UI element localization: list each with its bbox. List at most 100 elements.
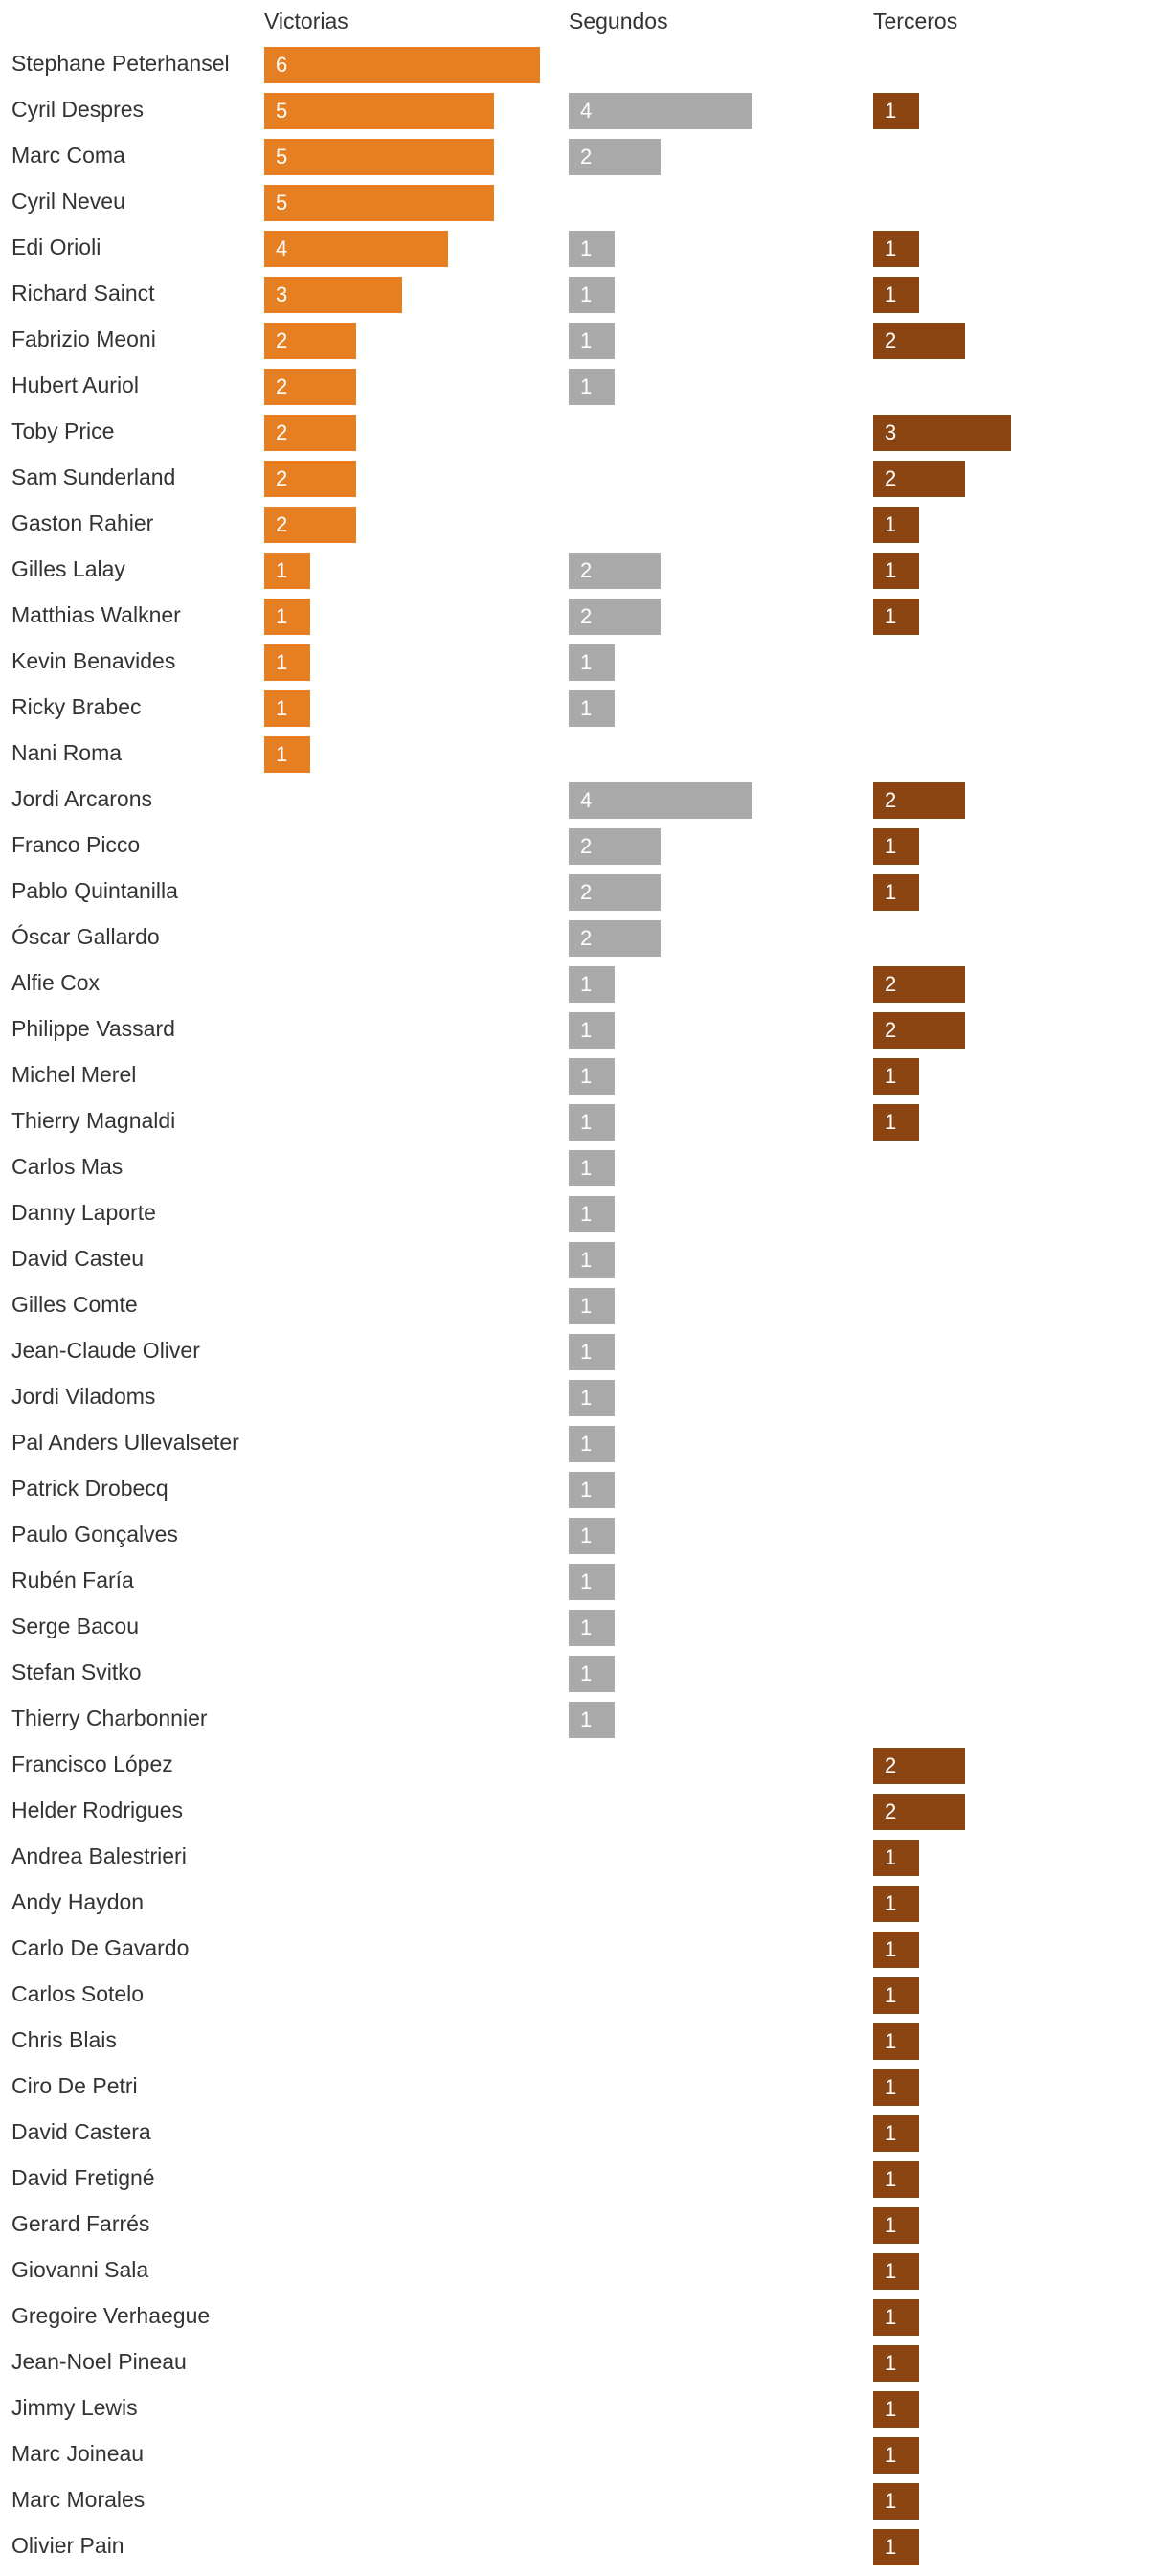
bar-value-label: 1 — [276, 742, 287, 766]
bar-value-label: 1 — [276, 558, 287, 582]
rider-name: Carlos Mas — [11, 1154, 123, 1179]
bar-value-label: 1 — [276, 604, 287, 628]
bar-segundos — [569, 828, 661, 865]
rider-name: Francisco López — [11, 1751, 173, 1776]
bar-segundos — [569, 1012, 615, 1049]
bar-value-label: 1 — [580, 1478, 592, 1502]
bar-value-label: 1 — [580, 1202, 592, 1226]
bar-segundos — [569, 1426, 615, 1462]
rider-name: Andrea Balestrieri — [11, 1843, 187, 1868]
rider-name: Ricky Brabec — [11, 694, 141, 719]
bar-terceros — [873, 782, 965, 819]
bar-terceros — [873, 553, 919, 589]
bar-victorias — [264, 736, 310, 773]
rider-name: Marc Coma — [11, 143, 125, 168]
rider-name: Patrick Drobecq — [11, 1476, 168, 1501]
bar-terceros — [873, 2207, 919, 2244]
rider-name: Hubert Auriol — [11, 373, 139, 397]
rider-name: Jordi Arcarons — [11, 786, 152, 811]
bar-value-label: 1 — [580, 282, 592, 306]
bar-value-label: 1 — [885, 2167, 896, 2191]
bar-victorias — [264, 139, 494, 175]
bar-segundos — [569, 1610, 615, 1646]
bar-victorias — [264, 277, 402, 313]
bar-terceros — [873, 507, 919, 543]
rider-name: Danny Laporte — [11, 1200, 156, 1225]
bar-segundos — [569, 1334, 615, 1370]
bar-value-label: 1 — [580, 1018, 592, 1042]
rider-name: Carlo De Gavardo — [11, 1935, 189, 1960]
bar-terceros — [873, 2391, 919, 2428]
bar-value-label: 5 — [276, 191, 287, 215]
rider-name: Jordi Viladoms — [11, 1384, 155, 1409]
rider-name: Gregoire Verhaegue — [11, 2303, 210, 2328]
bar-terceros — [873, 461, 965, 497]
rider-name: Toby Price — [11, 418, 114, 443]
bar-segundos — [569, 1472, 615, 1508]
rider-name: Olivier Pain — [11, 2533, 124, 2558]
bar-value-label: 1 — [580, 696, 592, 720]
bar-value-label: 1 — [580, 1570, 592, 1593]
bar-terceros — [873, 2115, 919, 2152]
rider-name: Pablo Quintanilla — [11, 878, 178, 903]
bar-value-label: 2 — [276, 374, 287, 398]
rider-name: Óscar Gallardo — [11, 924, 160, 949]
bar-terceros — [873, 2483, 919, 2520]
bar-value-label: 2 — [885, 466, 896, 490]
bar-terceros — [873, 93, 919, 129]
rider-name: Sam Sunderland — [11, 464, 175, 489]
bar-value-label: 1 — [580, 1524, 592, 1548]
rider-name: Kevin Benavides — [11, 648, 175, 673]
rider-name: Gilles Comte — [11, 1292, 138, 1317]
bar-value-label: 1 — [885, 2259, 896, 2283]
bar-segundos — [569, 553, 661, 589]
bar-value-label: 2 — [885, 1018, 896, 1042]
rider-name: Chris Blais — [11, 2027, 117, 2052]
rider-name: David Casteu — [11, 1246, 144, 1271]
rider-name: Philippe Vassard — [11, 1016, 175, 1041]
bar-victorias — [264, 93, 494, 129]
bar-segundos — [569, 323, 615, 359]
rider-name: Carlos Sotelo — [11, 1981, 144, 2006]
bar-value-label: 1 — [276, 696, 287, 720]
bar-segundos — [569, 690, 615, 727]
bar-value-label: 1 — [885, 237, 896, 260]
bar-victorias — [264, 690, 310, 727]
bar-value-label: 1 — [580, 1432, 592, 1456]
bar-segundos — [569, 1564, 615, 1600]
bar-terceros — [873, 323, 965, 359]
column-headers: Victorias Segundos Terceros — [264, 9, 957, 34]
bar-terceros — [873, 2437, 919, 2474]
bar-segundos — [569, 644, 615, 681]
bar-victorias — [264, 231, 448, 267]
bar-segundos — [569, 1196, 615, 1232]
rider-name: Cyril Despres — [11, 97, 144, 122]
bars: 6 5 4 1 5 2 5 4 1 1 3 1 1 2 1 2 2 1 2 3 2 2 2 1 1 2 1 1 2 1 1 1 1 1 1 4 2 2 1 2… — [264, 47, 1011, 2565]
bar-value-label: 4 — [580, 788, 592, 812]
bar-value-label: 1 — [885, 558, 896, 582]
bar-value-label: 1 — [580, 972, 592, 996]
bar-value-label: 1 — [885, 2535, 896, 2559]
bar-segundos — [569, 599, 661, 635]
rider-name: Nani Roma — [11, 740, 122, 765]
bar-value-label: 1 — [885, 2121, 896, 2145]
bar-value-label: 1 — [885, 2305, 896, 2329]
bar-value-label: 2 — [885, 328, 896, 352]
bar-value-label: 1 — [885, 1064, 896, 1088]
bar-value-label: 1 — [580, 1386, 592, 1410]
bar-value-label: 1 — [580, 1110, 592, 1134]
bar-terceros — [873, 2069, 919, 2106]
bar-segundos — [569, 1058, 615, 1095]
bar-terceros — [873, 277, 919, 313]
bar-segundos — [569, 1242, 615, 1278]
rider-name: Andy Haydon — [11, 1889, 144, 1914]
bar-value-label: 2 — [580, 834, 592, 858]
bar-victorias — [264, 553, 310, 589]
bar-value-label: 1 — [885, 604, 896, 628]
bar-value-label: 1 — [580, 650, 592, 674]
bar-value-label: 2 — [276, 466, 287, 490]
bar-victorias — [264, 47, 540, 83]
bar-terceros — [873, 2161, 919, 2198]
rider-name: David Fretigné — [11, 2165, 155, 2190]
bar-value-label: 2 — [580, 558, 592, 582]
